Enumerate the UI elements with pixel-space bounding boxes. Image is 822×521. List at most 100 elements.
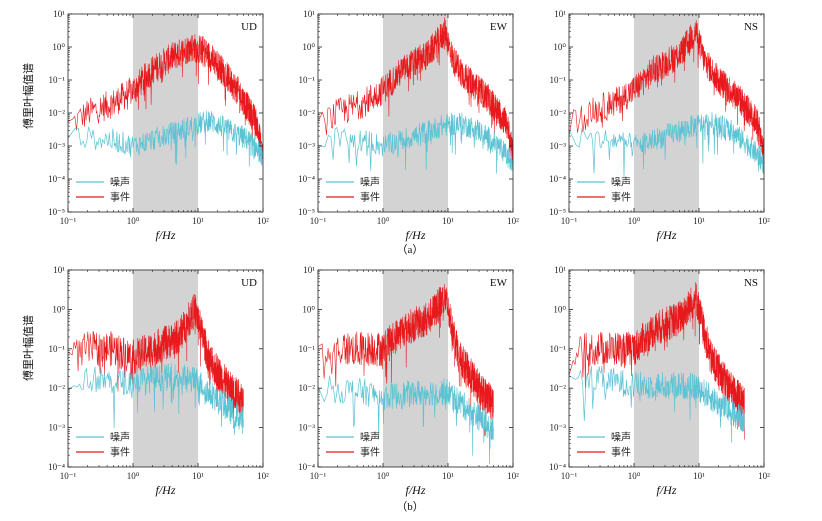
x-tick-label: 10⁰ [628, 216, 641, 226]
legend-event-label: 事件 [110, 191, 130, 204]
x-axis-label: f/Hz [656, 483, 676, 497]
x-tick-label: 10⁻¹ [561, 216, 578, 226]
x-tick-label: 10⁰ [127, 216, 140, 226]
legend-event-label: 事件 [360, 446, 380, 459]
y-tick-label: 10⁻¹ [299, 344, 316, 354]
component-label: UD [241, 277, 257, 289]
panel-ns-row-a: 10⁻¹ 10⁰ 10¹ 10² 10⁻⁵ 10⁻⁴ 10⁻³ 10⁻² 10⁻¹ 10⁰ 10¹ N… [549, 9, 770, 242]
plot-frame [67, 269, 264, 468]
x-tick-label: 10² [758, 216, 770, 226]
component-label: NS [744, 21, 758, 33]
panel-ud-row-b: 10⁻¹ 10⁰ 10¹ 10² 10⁻⁴ 10⁻³ 10⁻² 10⁻¹ 10⁰ 10¹ UD 噪声事… [48, 265, 269, 497]
y-tick-label: 10⁻³ [299, 141, 316, 151]
legend-noise-label: 噪声 [360, 176, 380, 189]
y-tick-label: 10¹ [53, 265, 65, 275]
caption-b: （b） [396, 500, 424, 513]
legend-noise-label: 噪声 [360, 431, 380, 444]
component-label: UD [241, 21, 257, 33]
noise-series [569, 112, 764, 178]
y-tick-label: 10⁻³ [49, 141, 66, 151]
y-tick-label: 10⁻⁴ [48, 174, 65, 184]
y-tick-label: 10⁻² [299, 108, 316, 118]
y-tick-label: 10⁻² [49, 108, 66, 118]
x-tick-label: 10¹ [442, 216, 454, 226]
component-label: NS [744, 277, 758, 289]
x-tick-label: 10⁻¹ [561, 471, 578, 481]
event-series [68, 34, 263, 168]
noise-series [68, 110, 263, 167]
x-tick-label: 10⁰ [377, 471, 390, 481]
x-axis-label: f/Hz [405, 228, 425, 242]
y-tick-label: 10⁻⁵ [298, 207, 315, 217]
x-axis-label: f/Hz [155, 228, 175, 242]
y-tick-label: 10¹ [303, 9, 315, 19]
legend-event-label: 事件 [110, 446, 130, 459]
panel-ew-row-a: 10⁻¹ 10⁰ 10¹ 10² 10⁻⁵ 10⁻⁴ 10⁻³ 10⁻² 10⁻¹ 10⁰ 10¹ E… [298, 9, 519, 242]
legend-event-label: 事件 [611, 446, 631, 459]
x-tick-label: 10⁻¹ [60, 471, 77, 481]
x-tick-label: 10¹ [693, 216, 705, 226]
y-tick-label: 10⁰ [302, 42, 315, 52]
component-label: EW [490, 277, 508, 289]
component-label: EW [490, 21, 508, 33]
x-tick-label: 10² [758, 471, 770, 481]
shaded-band [383, 270, 448, 467]
legend-event-label: 事件 [611, 191, 631, 204]
y-tick-label: 10⁻¹ [49, 75, 66, 85]
legend-event-label: 事件 [360, 191, 380, 204]
plot-frame [317, 269, 514, 468]
noise-series [68, 363, 244, 435]
noise-series [569, 366, 745, 443]
noise-series [318, 112, 513, 174]
y-tick-label: 10¹ [53, 9, 65, 19]
event-series [318, 284, 494, 437]
y-axis-label-row-a: 傅里叶幅值谱 [21, 63, 35, 129]
y-tick-label: 10⁻¹ [49, 344, 66, 354]
y-tick-label: 10⁻² [49, 383, 66, 393]
x-tick-label: 10⁰ [127, 471, 140, 481]
y-tick-label: 10⁻⁴ [48, 462, 65, 472]
plot-frame [568, 269, 765, 468]
y-tick-label: 10⁻² [299, 383, 316, 393]
y-tick-label: 10¹ [303, 265, 315, 275]
x-tick-label: 10⁰ [377, 216, 390, 226]
y-tick-label: 10⁰ [52, 42, 65, 52]
y-tick-label: 10⁻¹ [550, 344, 567, 354]
x-tick-label: 10⁻¹ [310, 471, 327, 481]
noise-series [318, 375, 494, 465]
legend-noise-label: 噪声 [110, 176, 130, 189]
x-tick-label: 10¹ [192, 216, 204, 226]
y-tick-label: 10⁻⁵ [549, 207, 566, 217]
y-tick-label: 10⁻⁵ [48, 207, 65, 217]
event-series [569, 20, 764, 168]
y-tick-label: 10⁻¹ [550, 75, 567, 85]
y-tick-label: 10¹ [554, 9, 566, 19]
x-tick-label: 10¹ [442, 471, 454, 481]
y-tick-label: 10⁻³ [299, 423, 316, 433]
x-axis-label: f/Hz [155, 483, 175, 497]
x-tick-label: 10⁻¹ [60, 216, 77, 226]
x-tick-label: 10¹ [192, 471, 204, 481]
y-tick-label: 10⁻³ [550, 423, 567, 433]
panel-ew-row-b: 10⁻¹ 10⁰ 10¹ 10² 10⁻⁴ 10⁻³ 10⁻² 10⁻¹ 10⁰ 10¹ EW 噪声事… [298, 265, 519, 497]
y-tick-label: 10⁻⁴ [549, 462, 566, 472]
legend-noise-label: 噪声 [611, 431, 631, 444]
y-tick-label: 10⁻³ [49, 423, 66, 433]
x-tick-label: 10² [507, 471, 519, 481]
shaded-band [383, 14, 448, 212]
y-tick-label: 10⁰ [553, 42, 566, 52]
y-tick-label: 10⁻² [550, 383, 567, 393]
x-axis-label: f/Hz [656, 228, 676, 242]
y-tick-label: 10⁰ [302, 304, 315, 314]
y-tick-label: 10⁻⁴ [549, 174, 566, 184]
y-tick-label: 10⁻⁴ [298, 174, 315, 184]
legend-noise-label: 噪声 [611, 176, 631, 189]
x-tick-label: 10⁰ [628, 471, 641, 481]
y-tick-label: 10⁻¹ [299, 75, 316, 85]
y-axis-label-row-b: 傅里叶幅值谱 [21, 315, 35, 381]
y-tick-label: 10¹ [554, 265, 566, 275]
y-tick-label: 10⁻⁴ [298, 462, 315, 472]
y-tick-label: 10⁰ [52, 304, 65, 314]
panel-ud-row-a: 10⁻¹ 10⁰ 10¹ 10² 10⁻⁵ 10⁻⁴ 10⁻³ 10⁻² 10⁻¹ 10⁰ 10¹ U… [48, 9, 269, 242]
